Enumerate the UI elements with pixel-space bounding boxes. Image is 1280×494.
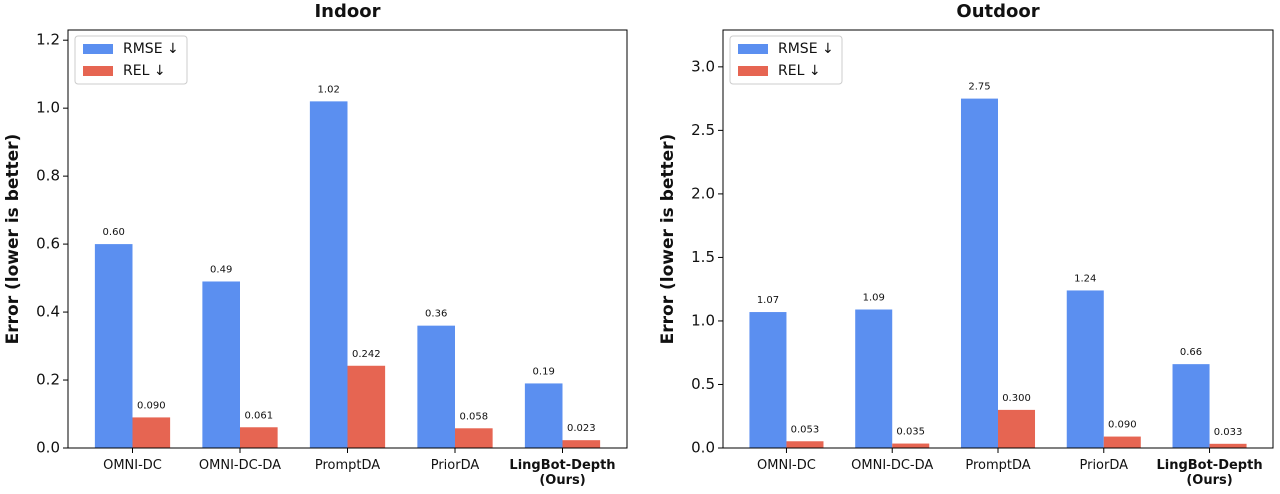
bar xyxy=(960,98,998,448)
value-label: 0.090 xyxy=(1108,420,1137,431)
value-label: 0.058 xyxy=(459,411,488,422)
y-tick-label: 0.4 xyxy=(36,303,60,321)
bar xyxy=(455,428,493,448)
x-tick-label: OMNI-DC-DA xyxy=(198,458,282,473)
x-tick-label: PriorDA xyxy=(1079,458,1129,473)
y-tick-label: 2.0 xyxy=(691,184,715,202)
y-tick-label: 0.0 xyxy=(36,439,60,457)
legend-swatch xyxy=(738,44,768,54)
bar xyxy=(1066,290,1104,448)
x-tick-label: OMNI-DC-DA xyxy=(851,458,934,473)
value-label: 0.090 xyxy=(137,400,166,411)
value-label: 1.09 xyxy=(863,293,885,304)
bar xyxy=(524,383,563,448)
y-tick-label: 0.2 xyxy=(36,371,60,389)
legend-swatch xyxy=(83,44,113,54)
y-tick-label: 1.0 xyxy=(691,311,715,329)
bar xyxy=(562,440,601,448)
bar xyxy=(132,417,171,448)
legend-label: REL ↓ xyxy=(123,63,166,79)
legend-swatch xyxy=(83,66,113,76)
value-label: 0.061 xyxy=(244,410,273,421)
value-label: 1.24 xyxy=(1074,273,1096,284)
bar xyxy=(855,309,893,448)
value-label: 0.36 xyxy=(425,309,447,320)
legend-swatch xyxy=(738,66,768,76)
value-label: 0.033 xyxy=(1214,427,1243,438)
y-tick-label: 0.8 xyxy=(36,167,60,185)
value-label: 1.02 xyxy=(318,84,340,95)
value-label: 0.053 xyxy=(791,424,820,435)
value-label: 0.023 xyxy=(567,423,596,434)
value-label: 0.035 xyxy=(896,427,925,438)
bar xyxy=(202,281,240,448)
x-tick-label: OMNI-DC xyxy=(757,458,816,473)
y-axis-label: Error (lower is better) xyxy=(658,134,678,345)
bar xyxy=(1103,436,1141,448)
x-tick-label: PromptDA xyxy=(314,458,381,473)
value-label: 0.19 xyxy=(533,366,555,377)
y-tick-label: 1.5 xyxy=(691,248,715,266)
y-tick-label: 2.5 xyxy=(691,121,715,139)
legend-label: RMSE ↓ xyxy=(123,41,179,57)
bar xyxy=(892,443,930,448)
y-tick-label: 1.2 xyxy=(36,31,60,49)
legend-label: REL ↓ xyxy=(778,63,821,79)
y-tick-label: 0.5 xyxy=(691,375,715,393)
bar xyxy=(998,409,1036,448)
bar xyxy=(309,101,348,449)
y-tick-label: 3.0 xyxy=(691,57,715,75)
axes-frame xyxy=(722,29,1274,449)
value-label: 0.60 xyxy=(103,227,125,238)
value-label: 1.07 xyxy=(757,295,779,306)
y-tick-label: 1.0 xyxy=(36,99,60,117)
bar xyxy=(749,312,787,448)
bar xyxy=(94,244,133,448)
bar xyxy=(1172,364,1210,448)
bar xyxy=(417,325,455,448)
x-tick-label: OMNI-DC xyxy=(103,458,162,473)
chart-title: Outdoor xyxy=(956,1,1039,22)
y-tick-label: 0.0 xyxy=(691,439,715,457)
bar xyxy=(1209,443,1247,448)
value-label: 0.66 xyxy=(1180,347,1202,358)
legend-label: RMSE ↓ xyxy=(778,41,834,57)
x-tick-label: LingBot-Depth (Ours) xyxy=(509,458,616,488)
x-tick-label: PromptDA xyxy=(965,458,1031,473)
value-label: 2.75 xyxy=(968,82,990,93)
bar xyxy=(347,365,386,448)
value-label: 0.49 xyxy=(210,264,232,275)
bar xyxy=(240,427,278,448)
value-label: 0.242 xyxy=(352,349,381,360)
value-label: 0.300 xyxy=(1002,393,1031,404)
x-tick-label: PriorDA xyxy=(430,458,480,473)
chart-title: Indoor xyxy=(314,1,380,22)
y-axis-label: Error (lower is better) xyxy=(3,134,23,345)
bar xyxy=(786,441,824,448)
axes-frame xyxy=(67,29,628,449)
y-tick-label: 0.6 xyxy=(36,235,60,253)
x-tick-label: LingBot-Depth (Ours) xyxy=(1156,458,1263,488)
